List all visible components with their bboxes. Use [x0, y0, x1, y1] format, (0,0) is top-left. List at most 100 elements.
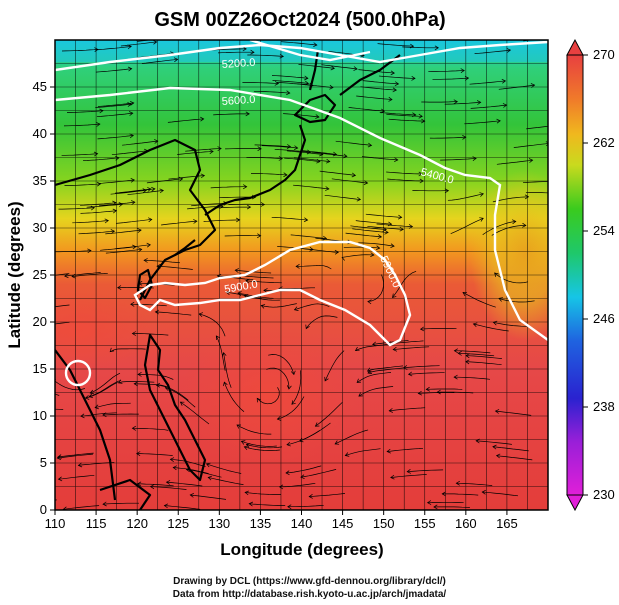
streamline-arrowhead: [388, 408, 393, 413]
streamline-arrowhead: [132, 244, 137, 250]
streamline: [250, 173, 288, 176]
streamline: [428, 70, 465, 72]
streamline: [199, 313, 226, 337]
streamline: [444, 101, 481, 105]
streamline-arrowhead: [465, 359, 470, 365]
streamline: [297, 83, 334, 88]
streamline-arrowhead: [142, 188, 147, 193]
streamline-arrowhead: [240, 440, 246, 445]
streamline: [186, 469, 222, 478]
streamline: [180, 401, 210, 425]
colorbar: 230 238 246 254 262 270: [566, 38, 615, 512]
streamline-arrowhead: [286, 441, 291, 447]
streamline-arrowhead: [283, 172, 288, 178]
streamline-arrowhead: [223, 381, 228, 387]
streamline-arrowhead: [136, 481, 142, 487]
streamline-arrowhead: [94, 47, 99, 52]
streamline: [111, 150, 148, 156]
x-tick-label: 125: [167, 516, 189, 531]
streamline: [283, 113, 320, 118]
streamline: [132, 427, 169, 431]
streamline: [482, 491, 519, 497]
streamline-arrowhead: [412, 112, 417, 118]
streamline-arrowhead: [173, 57, 179, 63]
streamline: [253, 90, 290, 94]
streamline-arrowhead: [298, 437, 304, 443]
streamline: [97, 102, 134, 107]
streamline-arrowhead: [215, 335, 221, 341]
streamline-arrowhead: [407, 371, 413, 377]
streamline: [78, 230, 115, 235]
streamline-arrowhead: [136, 451, 141, 456]
colorbar-tick-label: 270: [593, 47, 615, 62]
streamline-arrowhead: [189, 492, 195, 498]
streamline: [249, 503, 286, 506]
streamline: [402, 46, 439, 49]
streamline-arrowhead: [276, 416, 282, 421]
streamline-arrowhead: [462, 291, 468, 297]
streamline-arrowhead: [465, 353, 470, 359]
streamline: [392, 270, 417, 298]
streamline: [440, 158, 477, 161]
x-axis-label: Longitude (degrees): [220, 540, 383, 559]
streamline: [492, 446, 529, 452]
streamline: [393, 346, 430, 350]
streamline-arrowhead: [133, 381, 138, 387]
streamline: [465, 361, 502, 366]
streamline: [450, 217, 484, 235]
streamline: [185, 148, 222, 152]
streamline-arrowhead: [358, 392, 363, 397]
streamline: [55, 321, 70, 325]
contour-5200: [249, 40, 371, 62]
streamline-arrowhead: [402, 365, 408, 370]
streamline-arrowhead: [236, 424, 241, 429]
streamline-arrowhead: [492, 320, 498, 326]
streamline-arrowhead: [131, 331, 136, 336]
streamline-arrowhead: [472, 156, 477, 161]
streamline-arrowhead: [96, 181, 102, 187]
streamline: [144, 259, 181, 264]
streamline-arrowhead: [127, 102, 132, 107]
streamline: [469, 80, 506, 85]
streamline-arrowhead: [250, 49, 255, 55]
streamline: [432, 77, 469, 80]
streamline: [105, 248, 142, 254]
streamline: [348, 107, 385, 112]
streamline-arrowhead: [57, 454, 62, 459]
streamline: [223, 381, 245, 412]
streamline-arrowhead: [460, 68, 465, 73]
streamline: [473, 323, 509, 332]
x-tick-label: 140: [291, 516, 313, 531]
streamline-arrowhead: [308, 494, 313, 499]
streamline: [345, 448, 381, 456]
streamline: [356, 372, 392, 383]
streamline: [365, 213, 402, 218]
streamline-arrowhead: [476, 100, 482, 105]
streamline: [167, 118, 204, 123]
streamline: [208, 477, 244, 485]
streamline-arrowhead: [322, 235, 328, 241]
streamline: [245, 280, 282, 284]
streamline: [437, 391, 474, 394]
streamline-arrowhead: [418, 113, 423, 119]
streamline: [285, 465, 322, 474]
streamline-arrowhead: [256, 397, 261, 403]
streamline-arrowhead: [390, 474, 395, 480]
y-tick-label: 40: [33, 126, 47, 141]
streamline-arrowhead: [257, 146, 262, 152]
streamline-arrowhead: [479, 192, 484, 197]
streamline-arrowhead: [392, 87, 397, 93]
streamline-arrowhead: [372, 341, 377, 347]
streamline: [299, 422, 331, 442]
streamline: [130, 303, 167, 307]
streamline: [379, 75, 416, 79]
streamline-arrowhead: [291, 400, 296, 405]
streamline: [86, 203, 123, 208]
streamline: [95, 402, 131, 408]
x-tick-label: 160: [455, 516, 477, 531]
streamline: [367, 367, 404, 374]
streamline: [272, 80, 309, 84]
streamline-arrowhead: [293, 145, 299, 151]
streamline: [498, 298, 535, 303]
streamline-arrowhead: [353, 66, 358, 71]
